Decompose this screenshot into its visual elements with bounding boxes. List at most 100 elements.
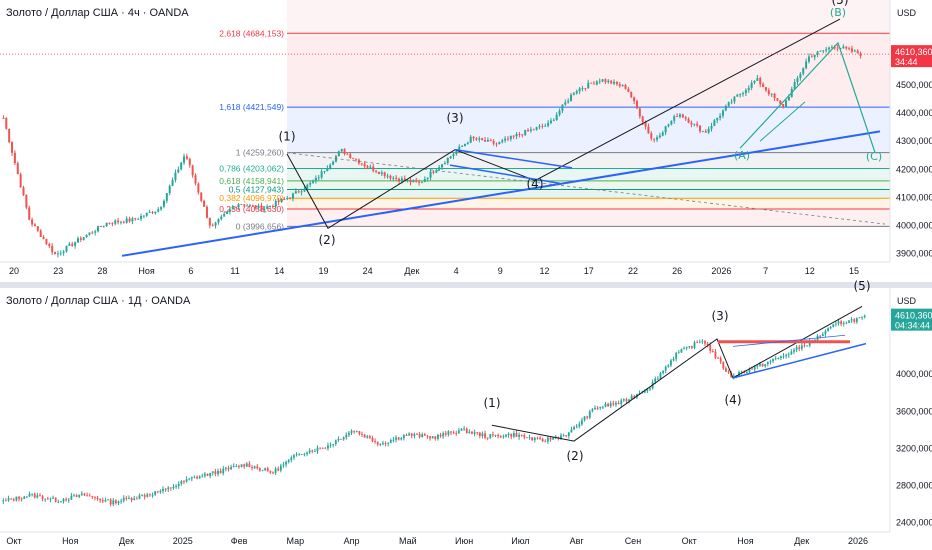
candle-body — [386, 175, 389, 177]
candle-body — [226, 211, 229, 215]
candle-body — [36, 495, 39, 498]
fib-level-label: 0,236 (4058,630) — [219, 204, 284, 214]
candle-body — [260, 205, 263, 211]
y-tick-label: 3600,000 — [896, 406, 932, 416]
x-tick-label: Мар — [287, 536, 305, 546]
candle-body — [151, 494, 154, 496]
candle-body — [211, 225, 214, 227]
candle-body — [779, 356, 782, 359]
candle-body — [134, 218, 137, 220]
candle-body — [478, 138, 481, 140]
candle-body — [447, 431, 450, 435]
candle-body — [243, 464, 246, 467]
candle-body — [395, 437, 397, 440]
candle-body — [190, 477, 193, 479]
candle-body — [753, 80, 756, 83]
candle-body — [366, 166, 369, 168]
fib-level-label: 0,618 (4158,941) — [219, 176, 284, 186]
candle-body — [693, 123, 696, 125]
candle-body — [400, 438, 403, 440]
candle-body — [471, 431, 473, 434]
candle-body — [676, 116, 679, 118]
candle-body — [581, 420, 583, 425]
last-price-tag — [891, 45, 932, 68]
x-tick-label: 24 — [363, 266, 373, 276]
candle-body — [323, 171, 326, 172]
candle-body — [329, 444, 332, 446]
candle-body — [88, 495, 91, 497]
candle-body — [739, 94, 742, 95]
candle-body — [659, 373, 662, 379]
candle-body — [291, 193, 294, 199]
fib-zone — [287, 152, 890, 169]
candle-body — [774, 358, 777, 360]
trendline — [732, 342, 867, 379]
candle-body — [776, 98, 779, 101]
candle-body — [583, 416, 586, 421]
candle-body — [819, 50, 822, 52]
candle-body — [863, 315, 866, 317]
candle-body — [523, 435, 526, 438]
correction-label: (A) — [734, 149, 750, 162]
candle-body — [88, 232, 91, 235]
candle-body — [853, 50, 856, 52]
candle-body — [443, 163, 446, 165]
candle-body — [423, 178, 426, 182]
fib-zone — [287, 209, 890, 227]
candle-body — [834, 323, 837, 325]
candle-body — [423, 434, 426, 436]
candle-body — [185, 156, 188, 159]
candle-body — [730, 101, 733, 103]
candle-body — [309, 182, 312, 185]
candle-body — [384, 443, 387, 444]
candle-body — [463, 428, 466, 430]
candle-body — [405, 435, 408, 436]
candle-body — [248, 463, 251, 468]
candle-body — [67, 499, 70, 501]
candle-body — [54, 252, 57, 255]
candle-body — [601, 406, 604, 408]
candle-body — [704, 131, 707, 133]
candle-body — [217, 219, 220, 223]
candle-body — [518, 134, 521, 135]
candle-body — [520, 434, 523, 436]
trendline — [121, 130, 881, 257]
x-tick-label: 17 — [584, 266, 594, 276]
candle-body — [403, 178, 406, 181]
candle-body — [395, 177, 398, 179]
candle-body — [573, 427, 575, 430]
candle-body — [621, 85, 624, 87]
candle-body — [612, 403, 615, 405]
candle-body — [162, 488, 164, 492]
candle-body — [234, 206, 237, 208]
fib-zone — [287, 107, 890, 153]
x-tick-label: 12 — [540, 266, 550, 276]
candle-body — [457, 430, 460, 434]
candle-body — [33, 493, 36, 498]
candle-body — [426, 435, 429, 437]
candle-body — [507, 433, 510, 435]
candle-body — [214, 222, 217, 226]
candle-body — [175, 485, 178, 487]
candle-body — [389, 440, 392, 443]
candle-body — [143, 495, 146, 497]
candle-body — [56, 253, 59, 255]
candle-body — [455, 432, 458, 434]
candle-body — [429, 171, 432, 178]
candle-body — [214, 471, 217, 474]
candle-body — [591, 409, 594, 412]
candle-body — [527, 129, 530, 131]
candle-body — [258, 468, 261, 471]
y-tick-label: 4000,000 — [896, 369, 932, 379]
candle-body — [119, 221, 122, 223]
candle-body — [274, 200, 277, 207]
candle-body — [544, 125, 547, 127]
candle-body — [282, 464, 285, 466]
candle-body — [799, 73, 802, 79]
candle-body — [772, 358, 774, 362]
candle-body — [541, 126, 544, 127]
candle-body — [680, 349, 683, 353]
candle-body — [363, 163, 366, 167]
x-tick-label: 12 — [805, 266, 815, 276]
candle-body — [732, 375, 735, 377]
